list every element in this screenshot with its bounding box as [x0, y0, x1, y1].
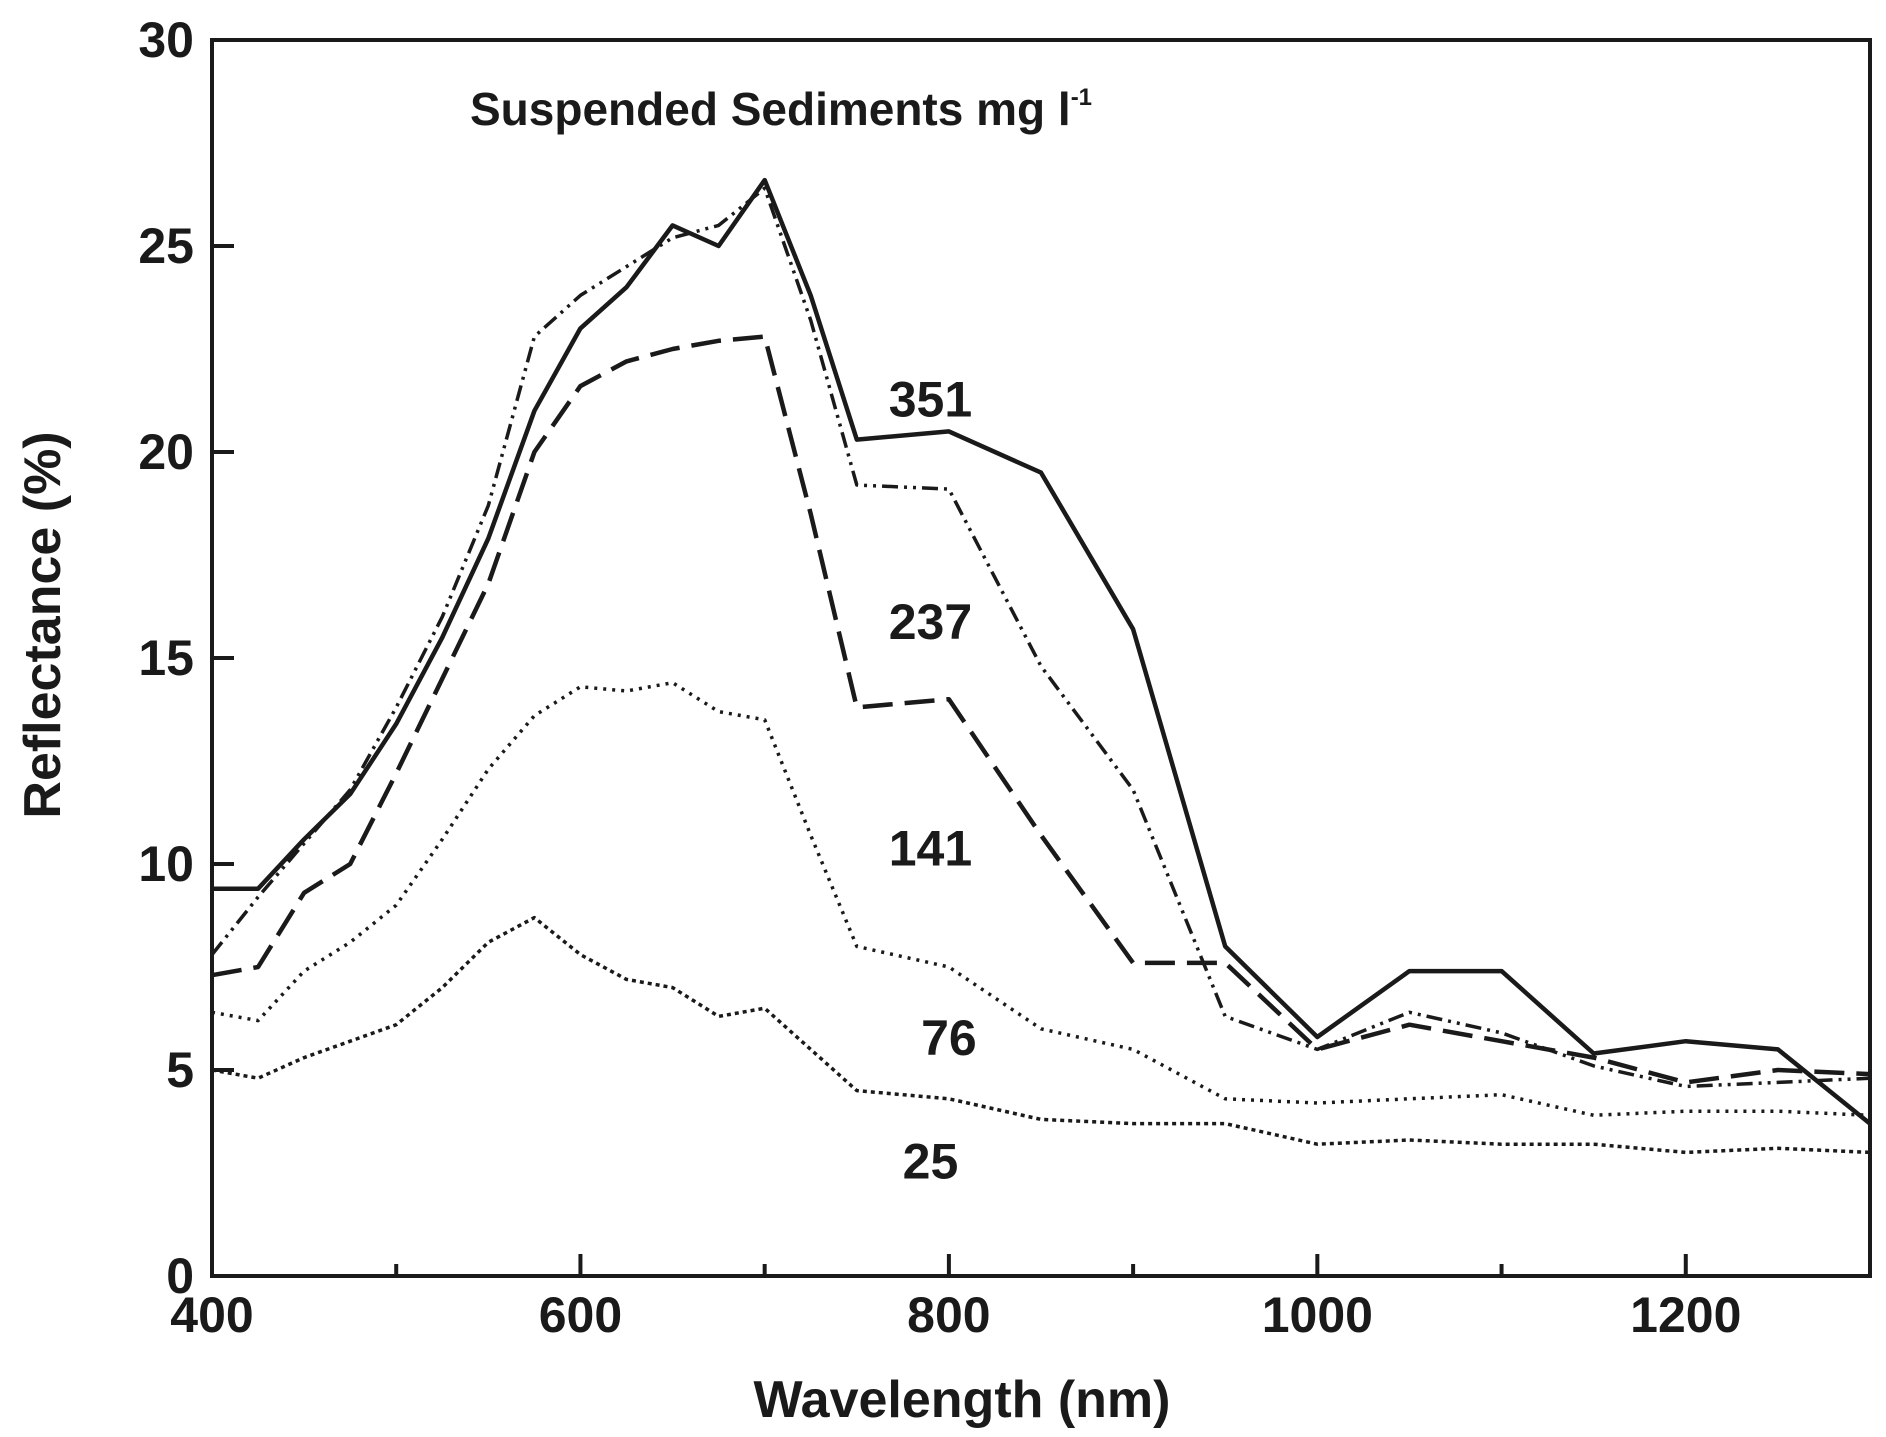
series-layer [210, 177, 1872, 1155]
series-line-25 [211, 915, 1871, 1155]
x-axis-title: Wavelength (nm) [754, 1371, 1171, 1429]
y-tick-label: 20 [138, 424, 194, 480]
x-tick-label: 1000 [1262, 1287, 1373, 1343]
series-label-25: 25 [903, 1134, 959, 1190]
x-tick-label: 800 [907, 1287, 990, 1343]
chart-title-text: Suspended Sediments mg l [470, 83, 1071, 135]
y-tick-label: 25 [138, 218, 194, 274]
series-line-351 [212, 177, 1872, 1126]
series-label-141: 141 [889, 821, 972, 877]
x-tick-label: 1200 [1630, 1287, 1741, 1343]
x-tick-label: 600 [539, 1287, 622, 1343]
axis-ticks: 400 600 800 1000 1200 0 5 10 15 20 25 30 [138, 12, 1741, 1343]
series-label-76: 76 [921, 1010, 977, 1066]
plot-frame [210, 38, 1872, 1278]
series-line-76 [211, 680, 1871, 1118]
series-labels: 351 237 141 76 25 [889, 371, 977, 1189]
series-label-237: 237 [889, 594, 972, 650]
y-tick-label: 5 [166, 1042, 194, 1098]
series-line-141 [211, 334, 1871, 1085]
y-tick-label: 15 [138, 630, 194, 686]
series-line-237 [210, 186, 1871, 1089]
y-tick-label: 0 [166, 1248, 194, 1304]
chart-title-superscript: -1 [1071, 84, 1092, 111]
chart-title: Suspended Sediments mg l-1 [470, 83, 1092, 135]
series-label-351: 351 [889, 371, 972, 427]
y-tick-label: 30 [138, 12, 194, 68]
y-axis-title: Reflectance (%) [14, 431, 72, 818]
y-tick-label: 10 [138, 836, 194, 892]
x-tick-label: 400 [170, 1287, 253, 1343]
